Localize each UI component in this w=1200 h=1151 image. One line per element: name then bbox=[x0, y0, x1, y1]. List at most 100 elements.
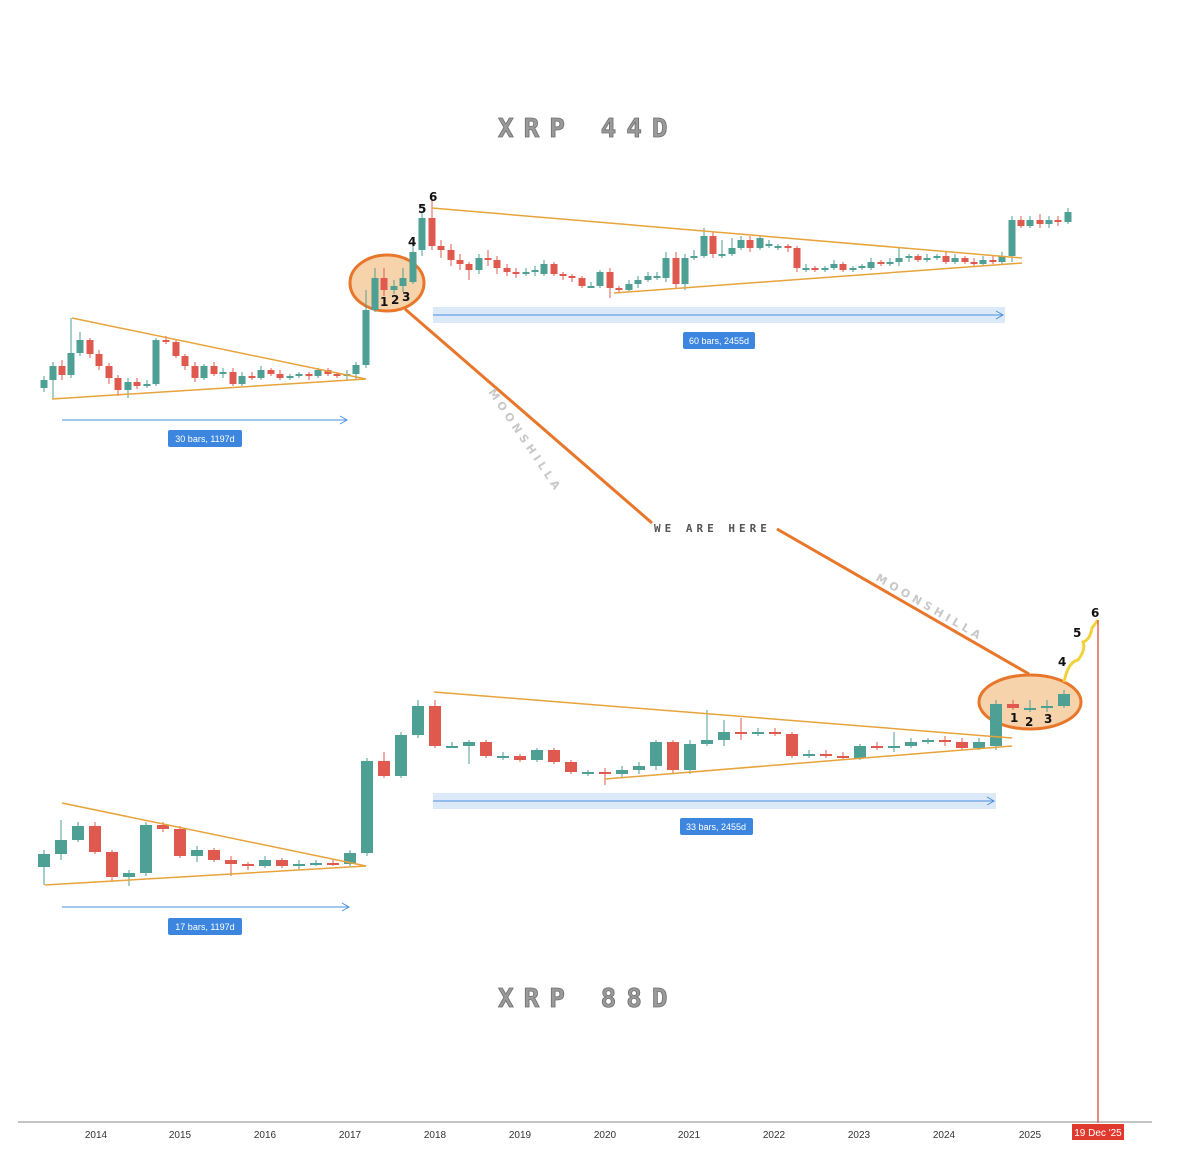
candle-body bbox=[293, 864, 305, 866]
candle-body bbox=[480, 742, 492, 756]
candle-body bbox=[378, 761, 390, 776]
count-label-6: 6 bbox=[1091, 606, 1099, 620]
candle-body bbox=[973, 742, 985, 748]
candle-body bbox=[914, 256, 922, 260]
candle-body bbox=[181, 356, 189, 366]
candle bbox=[152, 338, 160, 386]
candle bbox=[399, 268, 407, 292]
candle-body bbox=[672, 258, 680, 284]
candle-body bbox=[858, 266, 866, 268]
connector-line-bottom bbox=[776, 527, 1030, 676]
candle bbox=[172, 340, 180, 358]
candle-body bbox=[58, 366, 66, 375]
candle-body bbox=[998, 256, 1006, 262]
range-arrow-head bbox=[995, 310, 1005, 320]
candle bbox=[942, 252, 950, 264]
triangle-upper-main-bottom bbox=[433, 691, 1013, 739]
candle-body bbox=[765, 244, 773, 246]
candle bbox=[219, 368, 227, 378]
candle bbox=[565, 760, 577, 774]
candle-body bbox=[821, 268, 829, 270]
candle-body bbox=[514, 756, 526, 760]
candle bbox=[735, 718, 747, 740]
candle bbox=[267, 368, 275, 376]
candle bbox=[811, 266, 819, 272]
candle-body bbox=[886, 262, 894, 264]
chart-title-top: XRP 44D bbox=[498, 114, 678, 144]
range-badge bbox=[683, 332, 755, 349]
candle bbox=[540, 260, 548, 276]
candle bbox=[998, 252, 1006, 264]
candle bbox=[784, 244, 792, 252]
candle-body bbox=[1058, 694, 1070, 706]
candle-body bbox=[172, 342, 180, 356]
candle bbox=[143, 380, 151, 388]
candle-body bbox=[1007, 704, 1019, 708]
candle-body bbox=[979, 260, 987, 264]
candle bbox=[123, 870, 135, 886]
candle-body bbox=[409, 252, 417, 282]
candle-body bbox=[653, 276, 661, 278]
candle-body bbox=[905, 742, 917, 746]
candle bbox=[752, 728, 764, 736]
candle-body bbox=[854, 746, 866, 758]
triangle-lower-early-bottom bbox=[44, 865, 367, 886]
candle-body bbox=[55, 840, 67, 854]
candle bbox=[914, 254, 922, 262]
candle-body bbox=[174, 829, 186, 856]
candle-body bbox=[1024, 708, 1036, 710]
candle bbox=[1007, 700, 1019, 710]
candle-body bbox=[786, 734, 798, 756]
candle-body bbox=[681, 258, 689, 284]
candle-body bbox=[484, 258, 492, 260]
candle-body bbox=[718, 732, 730, 740]
candle bbox=[662, 252, 670, 282]
candle-body bbox=[837, 756, 849, 758]
candle bbox=[989, 256, 997, 264]
candle-body bbox=[709, 236, 717, 254]
candle-body bbox=[465, 264, 473, 270]
range-badge bbox=[168, 918, 242, 935]
candle-body bbox=[276, 374, 284, 378]
triangle-upper-early-bottom bbox=[61, 802, 367, 867]
candle-body bbox=[1064, 212, 1072, 222]
candle bbox=[465, 262, 473, 280]
x-tick-label: 2025 bbox=[1019, 1130, 1042, 1141]
candle-body bbox=[114, 378, 122, 390]
candle bbox=[531, 748, 543, 762]
candle-body bbox=[412, 706, 424, 735]
candle bbox=[681, 254, 689, 290]
candle bbox=[286, 374, 294, 380]
candle bbox=[596, 270, 604, 288]
watermark-top: MOONSHILLA bbox=[486, 386, 565, 495]
candle-body bbox=[76, 340, 84, 353]
candle-body bbox=[295, 374, 303, 376]
candle-body bbox=[559, 274, 567, 276]
candle-body bbox=[361, 761, 373, 853]
watermark-bottom: MOONSHILLA bbox=[874, 571, 987, 644]
candle bbox=[238, 372, 246, 386]
candle bbox=[746, 236, 754, 252]
candle bbox=[242, 862, 254, 870]
candle-body bbox=[310, 863, 322, 865]
candle-body bbox=[371, 278, 379, 310]
range-badge-label: 60 bars, 2455d bbox=[689, 336, 749, 346]
candle-body bbox=[550, 264, 558, 274]
candle-body bbox=[942, 256, 950, 262]
candle bbox=[210, 362, 218, 376]
candle bbox=[67, 318, 75, 378]
count-label-1: 1 bbox=[1010, 711, 1018, 725]
range-arrow-head bbox=[986, 796, 996, 806]
candle bbox=[803, 750, 815, 758]
chart-title-bottom: XRP 88D bbox=[498, 984, 678, 1014]
candle bbox=[1045, 216, 1053, 228]
candle-body bbox=[95, 354, 103, 366]
x-tick-label: 2014 bbox=[85, 1130, 108, 1141]
candle-body bbox=[1054, 220, 1062, 222]
candle bbox=[839, 262, 847, 272]
candle bbox=[1008, 216, 1016, 262]
candle-body bbox=[769, 732, 781, 734]
candle-body bbox=[895, 258, 903, 262]
x-tick-label: 2017 bbox=[339, 1130, 362, 1141]
